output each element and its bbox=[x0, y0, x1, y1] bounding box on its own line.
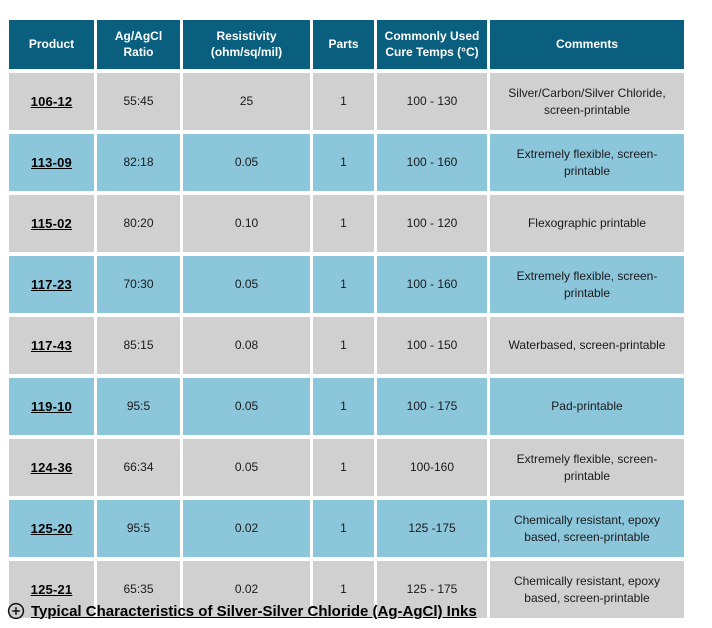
table-row: 113-09 82:18 0.05 1 100 - 160 Extremely … bbox=[9, 134, 684, 191]
ratio-cell: 80:20 bbox=[97, 195, 180, 252]
comments-cell: Chemically resistant, epoxy based, scree… bbox=[490, 500, 684, 557]
comments-cell: Extremely flexible, screen-printable bbox=[490, 256, 684, 313]
resistivity-cell: 0.10 bbox=[183, 195, 310, 252]
column-header-ratio: Ag/AgCl Ratio bbox=[97, 20, 180, 69]
parts-cell: 1 bbox=[313, 561, 374, 618]
resistivity-cell: 0.05 bbox=[183, 439, 310, 496]
table-row: 125-20 95:5 0.02 1 125 -175 Chemically r… bbox=[9, 500, 684, 557]
parts-cell: 1 bbox=[313, 134, 374, 191]
cure-temps-cell: 100-160 bbox=[377, 439, 487, 496]
parts-cell: 1 bbox=[313, 317, 374, 374]
comments-cell: Waterbased, screen-printable bbox=[490, 317, 684, 374]
ratio-cell: 65:35 bbox=[97, 561, 180, 618]
product-link-117-23[interactable]: 117-23 bbox=[31, 276, 72, 292]
ratio-cell: 55:45 bbox=[97, 73, 180, 130]
comments-cell: Pad-printable bbox=[490, 378, 684, 435]
product-cell: 115-02 bbox=[9, 195, 94, 252]
column-header-comments: Comments bbox=[490, 20, 684, 69]
product-cell: 117-23 bbox=[9, 256, 94, 313]
cure-temps-cell: 100 - 130 bbox=[377, 73, 487, 130]
column-header-resistivity: Resistivity (ohm/sq/mil) bbox=[183, 20, 310, 69]
table-row: 106-12 55:45 25 1 100 - 130 Silver/Carbo… bbox=[9, 73, 684, 130]
parts-cell: 1 bbox=[313, 500, 374, 557]
product-link-117-43[interactable]: 117-43 bbox=[31, 337, 72, 353]
product-cell: 113-09 bbox=[9, 134, 94, 191]
comments-cell: Chemically resistant, epoxy based, scree… bbox=[490, 561, 684, 618]
resistivity-cell: 0.05 bbox=[183, 134, 310, 191]
product-cell: 125-20 bbox=[9, 500, 94, 557]
parts-cell: 1 bbox=[313, 195, 374, 252]
cure-temps-cell: 100 - 160 bbox=[377, 134, 487, 191]
product-cell: 119-10 bbox=[9, 378, 94, 435]
product-cell: 117-43 bbox=[9, 317, 94, 374]
table-header-row: Product Ag/AgCl Ratio Resistivity (ohm/s… bbox=[9, 20, 684, 69]
ratio-cell: 82:18 bbox=[97, 134, 180, 191]
cure-temps-cell: 100 - 160 bbox=[377, 256, 487, 313]
table-row: 124-36 66:34 0.05 1 100-160 Extremely fl… bbox=[9, 439, 684, 496]
column-header-product: Product bbox=[9, 20, 94, 69]
footer-expander-row: Typical Characteristics of Silver-Silver… bbox=[7, 602, 477, 620]
table-row: 119-10 95:5 0.05 1 100 - 175 Pad-printab… bbox=[9, 378, 684, 435]
parts-cell: 1 bbox=[313, 439, 374, 496]
resistivity-cell: 0.02 bbox=[183, 500, 310, 557]
product-link-125-21[interactable]: 125-21 bbox=[30, 581, 73, 597]
product-cell: 124-36 bbox=[9, 439, 94, 496]
product-link-113-09[interactable]: 113-09 bbox=[31, 154, 72, 170]
ratio-cell: 95:5 bbox=[97, 500, 180, 557]
resistivity-cell: 0.02 bbox=[183, 561, 310, 618]
ratio-cell: 95:5 bbox=[97, 378, 180, 435]
product-link-124-36[interactable]: 124-36 bbox=[30, 459, 73, 475]
resistivity-cell: 0.08 bbox=[183, 317, 310, 374]
table-row: 125-21 65:35 0.02 1 125 - 175 Chemically… bbox=[9, 561, 684, 618]
cure-temps-cell: 125 -175 bbox=[377, 500, 487, 557]
cure-temps-cell: 100 - 175 bbox=[377, 378, 487, 435]
cure-temps-cell: 100 - 120 bbox=[377, 195, 487, 252]
product-cell: 106-12 bbox=[9, 73, 94, 130]
comments-cell: Flexographic printable bbox=[490, 195, 684, 252]
cure-temps-cell: 100 - 150 bbox=[377, 317, 487, 374]
resistivity-cell: 0.05 bbox=[183, 256, 310, 313]
comments-cell: Extremely flexible, screen-printable bbox=[490, 134, 684, 191]
ratio-cell: 70:30 bbox=[97, 256, 180, 313]
comments-cell: Extremely flexible, screen-printable bbox=[490, 439, 684, 496]
resistivity-cell: 0.05 bbox=[183, 378, 310, 435]
parts-cell: 1 bbox=[313, 256, 374, 313]
table-row: 115-02 80:20 0.10 1 100 - 120 Flexograph… bbox=[9, 195, 684, 252]
product-link-106-12[interactable]: 106-12 bbox=[30, 93, 73, 109]
parts-cell: 1 bbox=[313, 378, 374, 435]
table-row: 117-23 70:30 0.05 1 100 - 160 Extremely … bbox=[9, 256, 684, 313]
column-header-cure-temps: Commonly Used Cure Temps (°C) bbox=[377, 20, 487, 69]
product-link-115-02[interactable]: 115-02 bbox=[31, 215, 72, 231]
ratio-cell: 85:15 bbox=[97, 317, 180, 374]
cure-temps-cell: 125 - 175 bbox=[377, 561, 487, 618]
plus-circle-icon[interactable] bbox=[7, 602, 25, 620]
parts-cell: 1 bbox=[313, 73, 374, 130]
typical-characteristics-link[interactable]: Typical Characteristics of Silver-Silver… bbox=[31, 602, 477, 620]
product-link-125-20[interactable]: 125-20 bbox=[30, 520, 73, 536]
product-link-119-10[interactable]: 119-10 bbox=[31, 398, 72, 414]
ratio-cell: 66:34 bbox=[97, 439, 180, 496]
ag-agcl-inks-table: Product Ag/AgCl Ratio Resistivity (ohm/s… bbox=[6, 16, 687, 622]
table-row: 117-43 85:15 0.08 1 100 - 150 Waterbased… bbox=[9, 317, 684, 374]
column-header-parts: Parts bbox=[313, 20, 374, 69]
comments-cell: Silver/Carbon/Silver Chloride, screen-pr… bbox=[490, 73, 684, 130]
resistivity-cell: 25 bbox=[183, 73, 310, 130]
